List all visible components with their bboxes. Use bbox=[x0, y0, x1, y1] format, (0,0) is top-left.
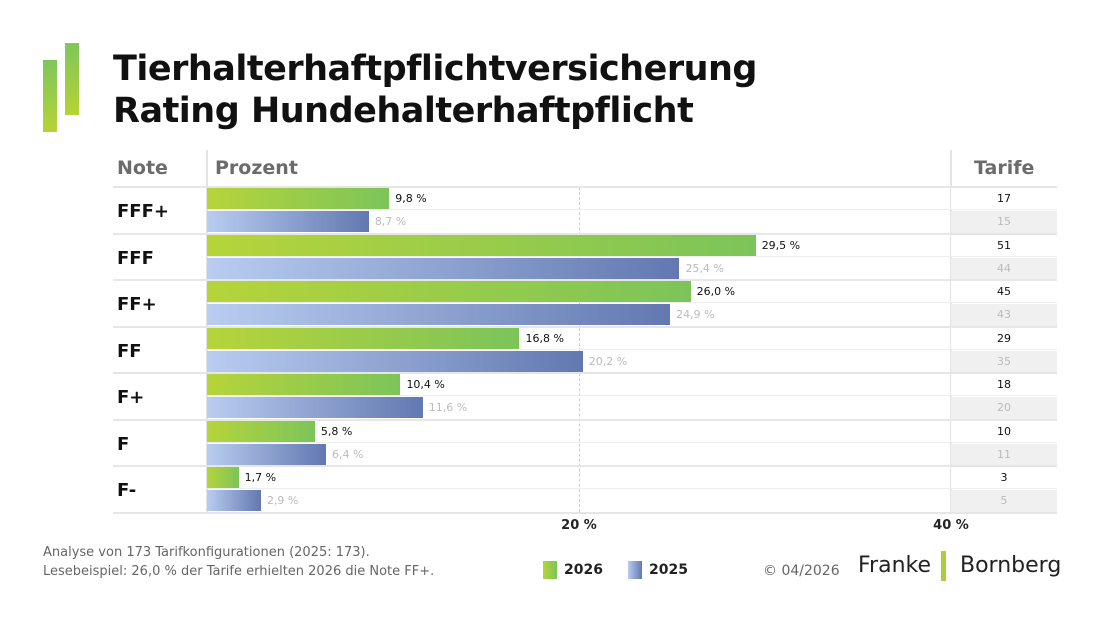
data-label-2026: 5,8 % bbox=[320, 424, 353, 438]
bar-2025 bbox=[207, 257, 680, 279]
tarife-2025: 11 bbox=[951, 443, 1057, 466]
tarife-2026: 10 bbox=[951, 420, 1057, 443]
header-tarife: Tarife bbox=[974, 157, 1035, 179]
category-label: F- bbox=[117, 480, 137, 501]
data-label-2025: 6,4 % bbox=[332, 447, 364, 461]
tarife-2025: 20 bbox=[951, 397, 1057, 419]
data-label-2025: 24,9 % bbox=[676, 308, 715, 321]
title-line-2: Rating Hundehalterhaftpflicht bbox=[113, 91, 694, 131]
data-label-2026: 9,8 % bbox=[395, 192, 427, 205]
tarife-2025: 15 bbox=[951, 211, 1057, 233]
header-percent: Prozent bbox=[215, 157, 298, 179]
reference-line bbox=[579, 187, 580, 512]
tarife-2026: 18 bbox=[951, 374, 1057, 396]
logo-bar-icon bbox=[65, 43, 79, 115]
tarife-2026: 29 bbox=[951, 327, 1057, 350]
sub-row-divider bbox=[207, 395, 1057, 396]
sub-row-divider bbox=[207, 348, 1057, 350]
data-label-2026: 26,0 % bbox=[696, 285, 736, 298]
category-label: F+ bbox=[117, 387, 145, 408]
sub-row-divider bbox=[207, 255, 1057, 257]
bar-2025 bbox=[207, 397, 423, 418]
row-divider bbox=[113, 186, 1057, 188]
data-label-2025: 20,2 % bbox=[588, 354, 628, 368]
tarife-2025: 5 bbox=[951, 490, 1057, 512]
sub-row-divider bbox=[207, 441, 1057, 443]
bar-2025 bbox=[207, 211, 369, 232]
data-label-2025: 2,9 % bbox=[266, 494, 299, 507]
header-note: Note bbox=[117, 157, 168, 179]
footnote-example: Lesebeispiel: 26,0 % der Tarife erhielte… bbox=[43, 564, 435, 579]
tarife-2025: 43 bbox=[951, 304, 1057, 326]
title-line-1: Tierhalterhaftpflichtversicherung bbox=[113, 49, 758, 89]
sub-row-divider bbox=[207, 209, 1057, 210]
category-label: FF+ bbox=[117, 294, 157, 315]
tarife-2026: 3 bbox=[951, 467, 1057, 489]
row-divider bbox=[113, 232, 1057, 235]
x-tick-label: 40 % bbox=[933, 518, 969, 533]
row-divider bbox=[113, 325, 1057, 328]
data-label-2025: 11,6 % bbox=[428, 401, 468, 414]
bar-2026 bbox=[207, 327, 520, 349]
legend-label-2026: 2026 bbox=[564, 562, 603, 578]
category-label: FFF bbox=[117, 247, 154, 269]
brand-logo: Franke Bornberg bbox=[858, 551, 1062, 581]
data-label-2026: 1,7 % bbox=[244, 471, 277, 484]
footnote-analysis: Analyse von 173 Tarifkonfigurationen (20… bbox=[43, 545, 370, 560]
legend-swatch-2025 bbox=[628, 561, 642, 579]
bar-2025 bbox=[207, 490, 261, 511]
category-label: F bbox=[117, 433, 130, 455]
bar-2025 bbox=[207, 443, 327, 465]
bar-2026 bbox=[207, 234, 756, 256]
bar-2025 bbox=[207, 304, 671, 325]
bar-2026 bbox=[207, 281, 691, 302]
tarife-2025: 44 bbox=[951, 257, 1057, 280]
x-tick-label: 20 % bbox=[561, 518, 597, 533]
sub-row-divider bbox=[207, 488, 1057, 489]
chart-title: Tierhalterhaftpflichtversicherung Rating… bbox=[113, 48, 758, 132]
bar-2026 bbox=[207, 420, 315, 442]
row-divider bbox=[113, 279, 1057, 281]
row-divider bbox=[113, 465, 1057, 467]
bar-2026 bbox=[207, 467, 239, 488]
copyright: © 04/2026 bbox=[763, 563, 840, 579]
data-label-2026: 29,5 % bbox=[761, 238, 801, 252]
data-label-2026: 10,4 % bbox=[406, 378, 445, 391]
logo-bar-icon bbox=[43, 60, 57, 132]
legend-label-2025: 2025 bbox=[649, 562, 688, 578]
data-label-2026: 16,8 % bbox=[525, 331, 564, 345]
tarife-2025: 35 bbox=[951, 350, 1057, 373]
bar-2026 bbox=[207, 374, 401, 395]
category-label: FFF+ bbox=[117, 201, 169, 222]
row-divider bbox=[113, 511, 1057, 514]
bar-2026 bbox=[207, 188, 390, 209]
row-divider bbox=[113, 372, 1057, 374]
row-divider bbox=[113, 418, 1057, 421]
tarife-2026: 51 bbox=[951, 234, 1057, 257]
tarife-2026: 17 bbox=[951, 188, 1057, 210]
brand-bar-icon bbox=[941, 551, 946, 581]
category-label: FF bbox=[117, 340, 142, 362]
legend-swatch-2026 bbox=[543, 561, 557, 579]
data-label-2025: 8,7 % bbox=[374, 215, 407, 228]
tarife-2026: 45 bbox=[951, 281, 1057, 303]
brand-text: Franke Bornberg bbox=[858, 553, 1062, 578]
sub-row-divider bbox=[207, 302, 1057, 303]
data-label-2025: 25,4 % bbox=[685, 261, 724, 275]
bar-2025 bbox=[207, 350, 583, 372]
